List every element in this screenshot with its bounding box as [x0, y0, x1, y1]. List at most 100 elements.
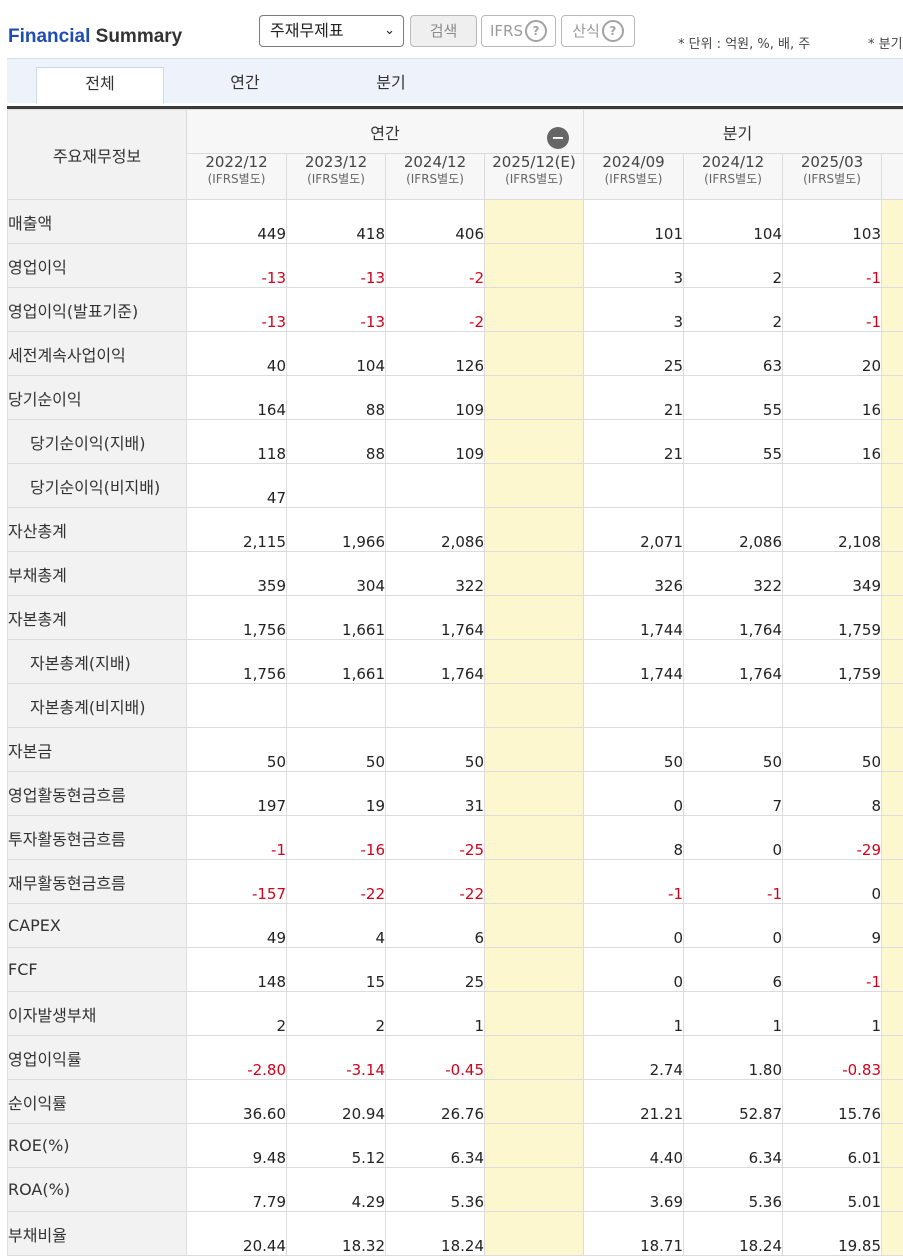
tab-quarter[interactable]: 분기	[327, 67, 455, 104]
table-cell: 1,661	[287, 596, 386, 640]
table-cell: 36.60	[187, 1080, 287, 1124]
table-cell	[485, 640, 584, 684]
row-label[interactable]: 부채총계	[8, 552, 187, 596]
row-label[interactable]: 순이익률	[8, 1080, 187, 1124]
row-label[interactable]: 영업이익률	[8, 1036, 187, 1080]
row-label[interactable]: 영업이익	[8, 244, 187, 288]
table-cell: 3.69	[584, 1168, 684, 1212]
table-cell: 1.80	[684, 1036, 783, 1080]
table-cell: 4.40	[584, 1124, 684, 1168]
table-cell: -157	[187, 860, 287, 904]
row-label[interactable]: 자산총계	[8, 508, 187, 552]
table-cell: 9.48	[187, 1124, 287, 1168]
row-label[interactable]: 당기순이익	[8, 376, 187, 420]
table-cell	[485, 684, 584, 728]
table-cell: 109	[386, 376, 485, 420]
table-cell: 6	[386, 904, 485, 948]
page-title-part2: Summary	[96, 26, 183, 47]
table-cell: 1,764	[684, 596, 783, 640]
table-cell: 55	[684, 420, 783, 464]
table-cell	[783, 464, 882, 508]
column-basis: (IFRS별도)	[485, 171, 583, 188]
row-label[interactable]: 당기순이익(비지배)	[8, 464, 187, 508]
row-label[interactable]: 매출액	[8, 200, 187, 244]
tab-annual[interactable]: 연간	[181, 67, 309, 104]
table-cell: 9	[783, 904, 882, 948]
table-cell: 55	[684, 376, 783, 420]
table-cell: -1	[783, 244, 882, 288]
table-cell: 5.36	[684, 1168, 783, 1212]
table-cell-truncated	[882, 904, 903, 948]
table-cell	[386, 684, 485, 728]
formula-label: 산식	[572, 22, 600, 40]
row-label[interactable]: 부채비율	[8, 1212, 187, 1256]
ifrs-label: IFRS	[490, 22, 523, 40]
row-label[interactable]: 재무활동현금흐름	[8, 860, 187, 904]
column-header: 20(	[882, 154, 903, 200]
table-cell	[485, 1168, 584, 1212]
table-cell: 21.21	[584, 1080, 684, 1124]
row-label[interactable]: ROA(%)	[8, 1168, 187, 1212]
table-cell: 0	[584, 772, 684, 816]
table-cell: 16	[783, 420, 882, 464]
ifrs-help-button[interactable]: IFRS?	[481, 15, 556, 47]
table-cell: 0	[684, 816, 783, 860]
row-label[interactable]: 영업활동현금흐름	[8, 772, 187, 816]
row-label[interactable]: CAPEX	[8, 904, 187, 948]
page-title: Financial Summary	[8, 26, 182, 48]
table-cell: -16	[287, 816, 386, 860]
row-label[interactable]: 자본총계(비지배)	[8, 684, 187, 728]
column-period: 2024/09	[602, 154, 664, 172]
table-cell: 104	[287, 332, 386, 376]
row-label[interactable]: 투자활동현금흐름	[8, 816, 187, 860]
unit-note: * 단위 : 억원, %, 배, 주	[678, 33, 810, 52]
table-cell: 5.01	[783, 1168, 882, 1212]
row-label[interactable]: FCF	[8, 948, 187, 992]
column-period: 2025/12(E)	[492, 154, 576, 172]
table-cell: 6.34	[684, 1124, 783, 1168]
table-cell: 7.79	[187, 1168, 287, 1212]
collapse-icon[interactable]: −	[547, 127, 569, 149]
table-cell: 31	[386, 772, 485, 816]
table-cell: 1,966	[287, 508, 386, 552]
table-cell-truncated	[882, 1212, 903, 1256]
search-button[interactable]: 검색	[410, 15, 477, 47]
table-cell-truncated	[882, 420, 903, 464]
table-cell-truncated	[882, 860, 903, 904]
tab-all[interactable]: 전체	[36, 67, 164, 104]
table-cell: 1,764	[684, 640, 783, 684]
table-cell: 49	[187, 904, 287, 948]
table-cell: 5.12	[287, 1124, 386, 1168]
table-cell-truncated	[882, 552, 903, 596]
table-cell: 406	[386, 200, 485, 244]
row-label[interactable]: 자본총계(지배)	[8, 640, 187, 684]
table-cell	[684, 684, 783, 728]
table-cell: 2,115	[187, 508, 287, 552]
group-header-quarter: 분기	[584, 110, 903, 154]
row-label[interactable]: 세전계속사업이익	[8, 332, 187, 376]
statement-type-select[interactable]: 주재무제표 ⌄	[259, 15, 404, 47]
row-label[interactable]: 당기순이익(지배)	[8, 420, 187, 464]
table-cell-truncated	[882, 816, 903, 860]
table-cell: 50	[187, 728, 287, 772]
row-label[interactable]: 영업이익(발표기준)	[8, 288, 187, 332]
row-label[interactable]: 이자발생부채	[8, 992, 187, 1036]
table-cell	[485, 948, 584, 992]
table-cell	[485, 992, 584, 1036]
table-cell-truncated	[882, 728, 903, 772]
table-cell: 1,744	[584, 640, 684, 684]
row-label[interactable]: 자본금	[8, 728, 187, 772]
table-cell: -13	[287, 288, 386, 332]
row-label[interactable]: ROE(%)	[8, 1124, 187, 1168]
table-cell: 1,764	[386, 640, 485, 684]
table-cell: 126	[386, 332, 485, 376]
table-cell: 2	[684, 288, 783, 332]
unit-note-quarter: * 분기	[868, 33, 903, 52]
row-label[interactable]: 자본총계	[8, 596, 187, 640]
formula-help-button[interactable]: 산식?	[561, 15, 635, 47]
table-cell	[485, 904, 584, 948]
table-cell	[287, 684, 386, 728]
